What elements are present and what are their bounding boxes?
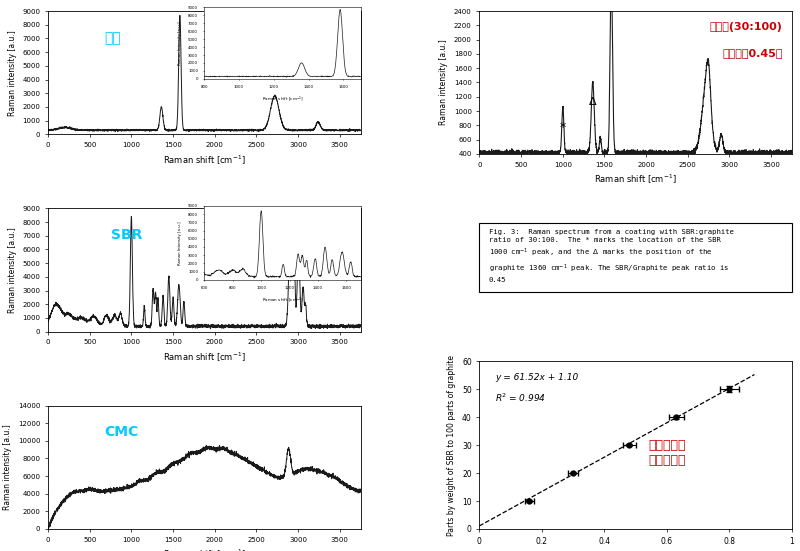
Text: CMC: CMC: [104, 425, 138, 440]
Text: 配料比(30:100): 配料比(30:100): [710, 23, 782, 33]
FancyBboxPatch shape: [479, 223, 792, 291]
X-axis label: Raman shift [cm$^{-1}$]: Raman shift [cm$^{-1}$]: [163, 154, 246, 167]
Text: 成分配比与
峰强比拟合: 成分配比与 峰强比拟合: [648, 440, 686, 467]
Text: 石墨: 石墨: [104, 31, 121, 45]
X-axis label: Raman shift [cm$^{-1}$]: Raman shift [cm$^{-1}$]: [594, 173, 677, 186]
X-axis label: Raman shift [cm$^{-1}$]: Raman shift [cm$^{-1}$]: [163, 351, 246, 364]
Y-axis label: Raman intensity [a.u.]: Raman intensity [a.u.]: [8, 227, 17, 313]
Text: SBR: SBR: [110, 228, 142, 242]
Text: Fig. 3:  Raman spectrum from a coating with SBR:graphite
ratio of 30:100.  The *: Fig. 3: Raman spectrum from a coating wi…: [489, 229, 734, 283]
Text: 峰强比（0.45）: 峰强比（0.45）: [722, 48, 782, 58]
Text: *: *: [560, 121, 566, 134]
Text: $\Delta$: $\Delta$: [588, 95, 598, 107]
Y-axis label: Raman intensity [a.u.]: Raman intensity [a.u.]: [439, 40, 448, 125]
Y-axis label: Raman intensity [a.u.]: Raman intensity [a.u.]: [8, 30, 17, 116]
Text: y = 61.52x + 1.10: y = 61.52x + 1.10: [495, 373, 578, 382]
Text: R$^{2}$ = 0.994: R$^{2}$ = 0.994: [495, 391, 546, 404]
Y-axis label: Raman intensity [a.u.]: Raman intensity [a.u.]: [3, 424, 12, 510]
Y-axis label: Parts by weight of SBR to 100 parts of graphite: Parts by weight of SBR to 100 parts of g…: [447, 355, 457, 536]
X-axis label: Raman shift [cm$^{-1}$]: Raman shift [cm$^{-1}$]: [163, 548, 246, 551]
